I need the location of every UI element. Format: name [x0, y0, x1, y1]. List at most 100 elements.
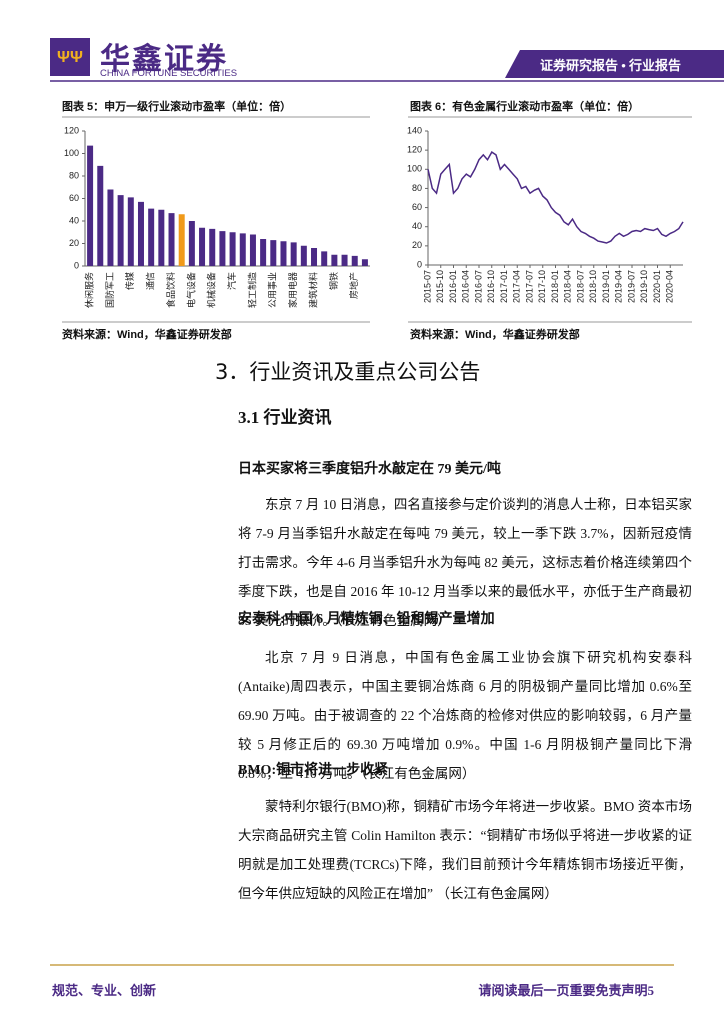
- bar: [158, 209, 165, 266]
- x-tick-label: 食品饮料: [165, 272, 176, 308]
- y-tick-label: 140: [407, 125, 422, 135]
- logo-mark: ΨΨ: [57, 49, 83, 66]
- x-tick-label: 2016-10: [486, 270, 496, 303]
- x-tick-label: 汽车: [226, 272, 237, 290]
- x-tick-label: 2018-04: [563, 270, 573, 303]
- chart-source: 资料来源：Wind，华鑫证券研发部: [410, 329, 580, 341]
- x-tick-label: 机械设备: [206, 272, 217, 308]
- bar: [168, 213, 175, 266]
- logo-cn: 华鑫证券: [100, 42, 228, 77]
- x-tick-label: 2018-10: [588, 270, 598, 303]
- x-tick-label: 2017-10: [537, 270, 547, 303]
- x-tick-label: 钢铁: [328, 272, 339, 290]
- bar: [188, 221, 195, 266]
- footer-right: 请阅读最后一页重要免责声明5: [478, 980, 654, 999]
- footer-disclaimer: 请阅读最后一页重要免责声明: [478, 983, 648, 998]
- y-tick-label: 20: [69, 238, 79, 248]
- bar: [290, 242, 297, 266]
- bar: [331, 254, 338, 266]
- y-tick-label: 120: [64, 125, 79, 135]
- logo-en: CHINA FORTUNE SECURITIES: [100, 68, 238, 79]
- logo-icon: [50, 38, 90, 76]
- banner-text: 证券研究报告 • 行业报告: [540, 58, 682, 73]
- bar: [199, 227, 206, 266]
- bar: [311, 248, 318, 266]
- y-tick-label: 0: [74, 260, 79, 270]
- y-tick-label: 100: [64, 148, 79, 158]
- x-tick-label: 2015-10: [435, 270, 445, 303]
- x-tick-label: 轻工制造: [246, 272, 257, 308]
- bar: [341, 254, 348, 266]
- x-tick-label: 休闲服务: [83, 272, 94, 308]
- x-tick-label: 2016-01: [448, 270, 458, 303]
- x-tick-label: 2018-07: [575, 270, 585, 303]
- x-tick-label: 2017-07: [524, 270, 534, 303]
- x-tick-label: 家用电器: [287, 272, 298, 308]
- news-heading: 日本买家将三季度铝升水敲定在 79 美元/吨: [238, 462, 501, 477]
- bar: [351, 255, 358, 266]
- y-tick-label: 60: [412, 202, 422, 212]
- bar: [117, 195, 124, 266]
- chart: 0 20 40 60 80 100 120 休闲服务 国防军工 传媒 通信 食品饮料 电气设备 机械设备汽…: [62, 116, 692, 323]
- news-body: 北京 7 月 9 日消息，中国有色金属工业协会旗下研究机构安泰科(Antaike…: [238, 650, 692, 781]
- y-tick-label: 60: [69, 193, 79, 203]
- bar: [137, 201, 144, 266]
- y-tick-label: 20: [412, 240, 422, 250]
- section-title: 3．行业资讯及重点公司公告: [215, 360, 481, 384]
- bar: [270, 240, 277, 266]
- bar: [321, 251, 328, 266]
- footer-rule-svg: [50, 964, 674, 966]
- line: [427, 151, 684, 244]
- y-tick-label: 40: [69, 215, 79, 225]
- y-tick-label: 80: [412, 183, 422, 193]
- x-tick-label: 电气设备: [185, 272, 196, 308]
- x-tick-label: 2019-01: [601, 270, 611, 303]
- bar: [87, 145, 94, 266]
- y-tick-label: 100: [407, 164, 422, 174]
- footer-motto: 规范、专业、创新: [52, 983, 157, 998]
- news-heading: 安泰科:中国 6 月精炼铜、铅和锡产量增加: [238, 612, 495, 627]
- bar: [209, 228, 216, 266]
- bar: [178, 214, 185, 266]
- bar: [219, 231, 226, 266]
- news-heading: BMO:铜市将进一步收紧: [238, 763, 389, 778]
- x-tick-label: 2016-07: [473, 270, 483, 303]
- banner-bg: [505, 50, 724, 78]
- x-tick-label: 2018-01: [550, 270, 560, 303]
- x-tick-label: 通信: [145, 272, 156, 290]
- x-tick-label: 2016-04: [461, 270, 471, 303]
- x-tick-label: 传媒: [124, 272, 135, 290]
- x-tick-label: 房地产: [348, 272, 359, 299]
- bar: [300, 245, 307, 266]
- bar: [148, 208, 155, 266]
- bar: [280, 241, 287, 266]
- bar: [260, 239, 267, 266]
- x-tick-label: 2015-07: [422, 270, 432, 303]
- x-tick-label: 国防军工: [104, 272, 115, 308]
- x-tick-label: 2020-04: [665, 270, 675, 303]
- bar: [107, 189, 114, 266]
- y-tick-label: 0: [417, 259, 422, 269]
- x-tick-label: 2017-04: [512, 270, 522, 303]
- header-graphics: ΨΨ: [50, 38, 724, 82]
- y-tick-label: 40: [412, 221, 422, 231]
- bar: [249, 234, 256, 266]
- x-tick-label: 2019-10: [639, 270, 649, 303]
- x-tick-label: 2019-04: [614, 270, 624, 303]
- page-number: 5: [647, 983, 655, 998]
- y-tick-label: 120: [407, 145, 422, 155]
- section-subtitle: 3.1 行业资讯: [238, 408, 332, 427]
- bar: [127, 197, 134, 266]
- bar: [239, 233, 246, 266]
- bar: [361, 259, 368, 266]
- chart-title: 图表 6：有色金属行业滚动市盈率（单位：倍）: [410, 101, 640, 113]
- news-body: 东京 7 月 10 日消息，四名直接参与定价谈判的消息人士称，日本铝买家将 7-…: [238, 497, 692, 628]
- x-tick-label: 建筑材料: [307, 272, 318, 308]
- x-tick-label: 2017-01: [499, 270, 509, 303]
- chart-source: 资料来源：Wind，华鑫证券研发部: [62, 329, 232, 341]
- x-tick-label: 2019-07: [626, 270, 636, 303]
- bar: [229, 232, 236, 266]
- x-tick-label: 公用事业: [267, 272, 278, 308]
- news-body: 蒙特利尔银行(BMO)称，铜精矿市场今年将进一步收紧。BMO 资本市场大宗商品研…: [238, 799, 692, 901]
